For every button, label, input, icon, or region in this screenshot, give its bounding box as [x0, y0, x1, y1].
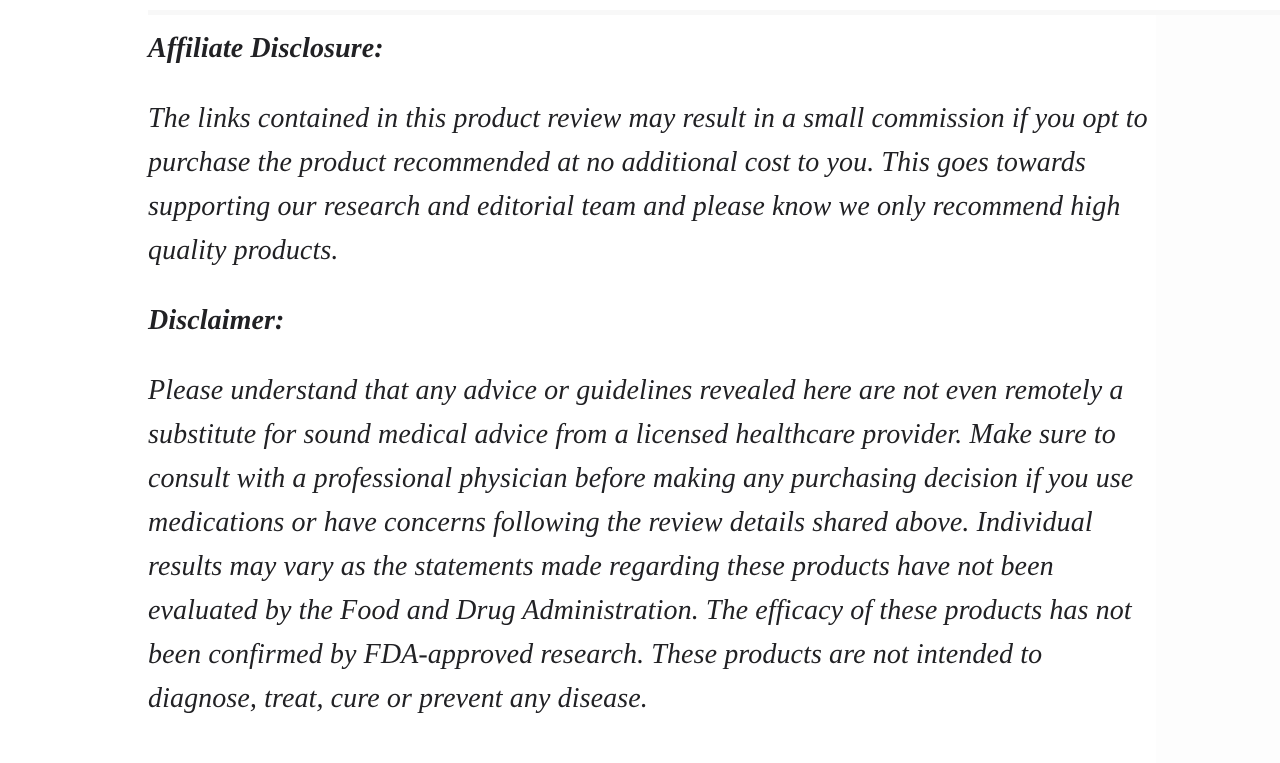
top-divider-strip	[148, 10, 1280, 15]
disclaimer-heading: Disclaimer:	[148, 305, 285, 336]
right-margin-background	[1156, 15, 1280, 763]
disclosure-article: Affiliate Disclosure: The links containe…	[148, 15, 1156, 747]
affiliate-disclosure-paragraph: The links contained in this product revi…	[148, 103, 1148, 266]
affiliate-disclosure-heading: Affiliate Disclosure:	[148, 33, 384, 64]
disclaimer-paragraph: Please understand that any advice or gui…	[148, 375, 1134, 714]
